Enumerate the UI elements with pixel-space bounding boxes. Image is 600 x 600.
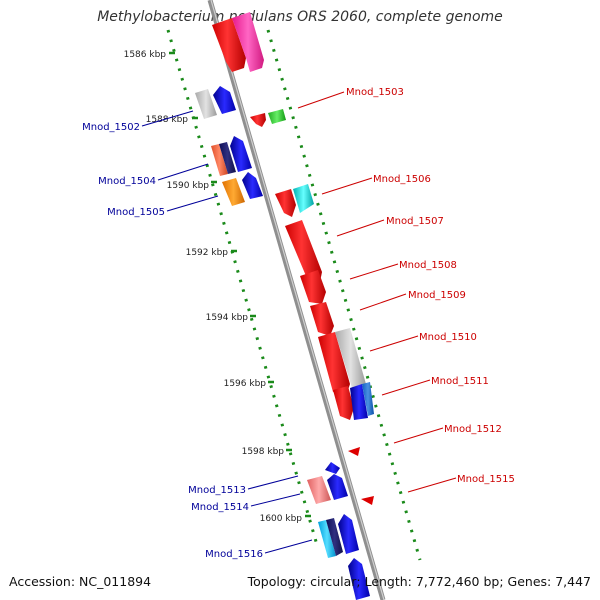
label-leader bbox=[141, 110, 194, 127]
gene-label[interactable]: Mnod_1508 bbox=[399, 260, 457, 271]
scale-tick-label: 1588 kbp bbox=[146, 115, 189, 125]
gene-arrow[interactable] bbox=[335, 328, 366, 388]
forward-strand-genes bbox=[212, 12, 374, 505]
gene-arrow[interactable] bbox=[348, 447, 360, 456]
tick-rail-right bbox=[266, 29, 422, 561]
gene-label[interactable]: Mnod_1514 bbox=[191, 502, 249, 513]
scale-tick-label: 1590 kbp bbox=[167, 181, 210, 191]
gene-arrow[interactable] bbox=[268, 109, 286, 124]
label-leader bbox=[247, 475, 299, 490]
gene-arrow[interactable] bbox=[325, 462, 340, 474]
label-leader bbox=[336, 219, 385, 237]
gene-label[interactable]: Mnod_1506 bbox=[373, 174, 431, 185]
topology-summary: Topology: circular; Length: 7,772,460 bp… bbox=[247, 574, 591, 589]
label-leader bbox=[321, 177, 373, 195]
label-leader bbox=[393, 427, 444, 444]
scale-tick-label: 1592 kbp bbox=[186, 248, 229, 258]
genome-backbone-highlight bbox=[210, 0, 385, 600]
label-leader bbox=[359, 293, 407, 311]
gene-arrow[interactable] bbox=[307, 476, 331, 504]
gene-label[interactable]: Mnod_1503 bbox=[346, 87, 404, 98]
gene-arrow[interactable] bbox=[213, 86, 236, 114]
gene-label[interactable]: Mnod_1509 bbox=[408, 290, 466, 301]
scale-tick-label: 1594 kbp bbox=[206, 313, 249, 323]
gene-arrow[interactable] bbox=[212, 18, 246, 72]
label-leader bbox=[381, 379, 431, 396]
label-leader bbox=[166, 195, 219, 212]
gene-arrow[interactable] bbox=[350, 384, 368, 420]
reverse-strand-genes bbox=[195, 86, 370, 600]
gene-arrow[interactable] bbox=[195, 89, 217, 119]
gene-arrow[interactable] bbox=[293, 184, 314, 213]
gene-arrow[interactable] bbox=[232, 12, 264, 72]
gene-arrow[interactable] bbox=[327, 474, 348, 500]
scale-ticks bbox=[169, 51, 311, 518]
gene-arrow[interactable] bbox=[300, 270, 326, 304]
gene-arrow[interactable] bbox=[242, 172, 263, 199]
label-leader bbox=[157, 163, 209, 181]
gene-arrow[interactable] bbox=[362, 382, 374, 416]
gene-arrow[interactable] bbox=[318, 332, 350, 396]
scale-tick-label: 1596 kbp bbox=[224, 379, 267, 389]
gene-arrow[interactable] bbox=[222, 178, 245, 206]
scale-tick-labels: 1586 kbp 1588 kbp 1590 kbp 1592 kbp 1594… bbox=[124, 50, 303, 524]
gene-arrow[interactable] bbox=[275, 189, 296, 217]
gene-arrow[interactable] bbox=[333, 386, 354, 420]
reverse-gene-labels: Mnod_1502 Mnod_1504 Mnod_1505 Mnod_1513 … bbox=[82, 122, 263, 560]
gene-arrow[interactable] bbox=[211, 144, 228, 176]
gene-arrow[interactable] bbox=[318, 520, 336, 558]
gene-arrow[interactable] bbox=[338, 514, 359, 554]
gene-label[interactable]: Mnod_1507 bbox=[386, 216, 444, 227]
gene-arrow[interactable] bbox=[219, 142, 236, 174]
forward-gene-labels: Mnod_1503 Mnod_1506 Mnod_1507 Mnod_1508 … bbox=[346, 87, 515, 485]
gene-arrow[interactable] bbox=[348, 558, 370, 600]
scale-tick-label: 1598 kbp bbox=[242, 447, 285, 457]
label-leader bbox=[264, 539, 313, 554]
gene-label[interactable]: Mnod_1510 bbox=[419, 332, 477, 343]
scale-tick-label: 1600 kbp bbox=[260, 514, 303, 524]
forward-label-leaders bbox=[297, 91, 457, 493]
map-title: Methylobacterium nodulans ORS 2060, comp… bbox=[97, 9, 503, 25]
gene-label[interactable]: Mnod_1505 bbox=[107, 207, 165, 218]
gene-arrow[interactable] bbox=[285, 220, 322, 282]
accession-text: Accession: NC_011894 bbox=[9, 574, 152, 589]
gene-arrow[interactable] bbox=[250, 113, 266, 127]
scale-tick-label: 1586 kbp bbox=[124, 50, 167, 60]
gene-arrow[interactable] bbox=[326, 518, 343, 556]
genome-backbone bbox=[207, 0, 386, 600]
gene-label[interactable]: Mnod_1516 bbox=[205, 549, 263, 560]
gene-arrow[interactable] bbox=[310, 302, 334, 336]
label-leader bbox=[369, 335, 419, 352]
gene-label[interactable]: Mnod_1515 bbox=[457, 474, 515, 485]
gene-label[interactable]: Mnod_1502 bbox=[82, 122, 140, 133]
label-leader bbox=[297, 91, 345, 109]
label-leader bbox=[349, 263, 399, 280]
gene-label[interactable]: Mnod_1511 bbox=[431, 376, 489, 387]
gene-label[interactable]: Mnod_1513 bbox=[188, 485, 246, 496]
gene-label[interactable]: Mnod_1512 bbox=[444, 424, 502, 435]
gene-label[interactable]: Mnod_1504 bbox=[98, 176, 156, 187]
reverse-label-leaders bbox=[141, 110, 313, 554]
label-leader bbox=[407, 477, 457, 493]
label-leader bbox=[250, 493, 301, 507]
gene-arrow[interactable] bbox=[230, 136, 252, 172]
gene-arrow[interactable] bbox=[361, 496, 374, 505]
